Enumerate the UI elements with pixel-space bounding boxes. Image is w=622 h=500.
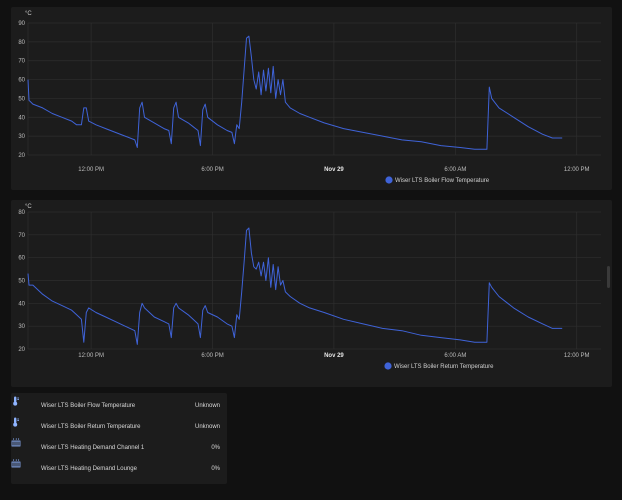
y-tick-label: 20: [18, 347, 25, 353]
legend-item[interactable]: Wiser LTS Boiler Flow Temperature: [385, 176, 490, 184]
y-tick-label: 70: [18, 59, 25, 65]
y-tick-label: 60: [18, 78, 25, 84]
x-tick-label: Nov 29: [324, 353, 344, 359]
x-tick-label: 6:00 AM: [444, 167, 466, 173]
legend-swatch: [384, 362, 392, 370]
x-tick-label: 12:00 PM: [564, 167, 590, 173]
y-tick-label: 60: [18, 256, 25, 262]
legend-item[interactable]: Wiser LTS Boiler Return Temperature: [384, 362, 494, 370]
entities-card: Wiser LTS Boiler Flow Temperature Unknown…: [11, 393, 227, 484]
y-axis-unit: °C: [25, 11, 32, 17]
entity-state: 0%: [211, 445, 220, 451]
x-tick-label: 12:00 PM: [564, 353, 590, 359]
entity-state: Unknown: [194, 403, 220, 409]
flow-temperature-chart[interactable]: °C 20 30 40 50 60 70 80 90 12:00 PM 6:00 PM Nov 29 6…: [11, 7, 612, 190]
y-tick-label: 50: [18, 279, 25, 285]
x-tick-label: 12:00 PM: [78, 353, 104, 359]
entity-state: 0%: [211, 466, 220, 472]
x-tick-label: 12:00 PM: [78, 167, 104, 173]
series-line[interactable]: [27, 35, 563, 150]
y-tick-label: 30: [18, 324, 25, 330]
y-tick-label: 40: [18, 301, 25, 307]
x-tick-label: 6:00 PM: [201, 353, 223, 359]
y-tick-label: 50: [18, 96, 25, 102]
entity-row[interactable]: Wiser LTS Boiler Return Temperature Unkno…: [11, 417, 227, 437]
entity-row[interactable]: Wiser LTS Heating Demand Lounge 0%: [11, 459, 227, 479]
x-tick-label: Nov 29: [324, 167, 344, 173]
flow-temperature-history-card: °C 20 30 40 50 60 70 80 90 12:00 PM 6:00 PM Nov 29 6…: [11, 7, 612, 190]
entity-name: Wiser LTS Boiler Return Temperature: [41, 424, 141, 430]
y-tick-label: 80: [18, 40, 25, 46]
entity-row[interactable]: Wiser LTS Heating Demand Channel 1 0%: [11, 438, 227, 458]
y-tick-label: 30: [18, 134, 25, 140]
entity-row[interactable]: Wiser LTS Boiler Flow Temperature Unknown: [11, 396, 227, 416]
y-tick-label: 90: [18, 21, 25, 27]
radiator-icon: [11, 459, 31, 474]
legend-label: Wiser LTS Boiler Flow Temperature: [395, 178, 490, 184]
chart-scroll-handle[interactable]: [607, 266, 610, 288]
legend-label: Wiser LTS Boiler Return Temperature: [394, 364, 494, 370]
y-tick-label: 40: [18, 115, 25, 121]
entity-name: Wiser LTS Boiler Flow Temperature: [41, 403, 136, 409]
return-temperature-chart[interactable]: °C 20 30 40 50 60 70 80 12:00 PM 6:00 PM Nov 29 6:0…: [11, 200, 612, 387]
series-line[interactable]: [27, 227, 563, 345]
thermometer-icon: [13, 417, 31, 432]
y-tick-label: 70: [18, 233, 25, 239]
return-temperature-history-card: °C 20 30 40 50 60 70 80 12:00 PM 6:00 PM Nov 29 6:0…: [11, 200, 612, 387]
y-tick-label: 80: [18, 210, 25, 216]
y-tick-label: 20: [18, 153, 25, 159]
y-axis-unit: °C: [25, 204, 32, 210]
thermometer-icon: [13, 396, 31, 411]
x-tick-label: 6:00 PM: [201, 167, 223, 173]
radiator-icon: [11, 438, 31, 453]
legend-swatch: [385, 176, 393, 184]
entity-name: Wiser LTS Heating Demand Channel 1: [41, 445, 145, 451]
entity-name: Wiser LTS Heating Demand Lounge: [41, 466, 137, 472]
x-tick-label: 6:00 AM: [444, 353, 466, 359]
entity-state: Unknown: [194, 424, 220, 430]
